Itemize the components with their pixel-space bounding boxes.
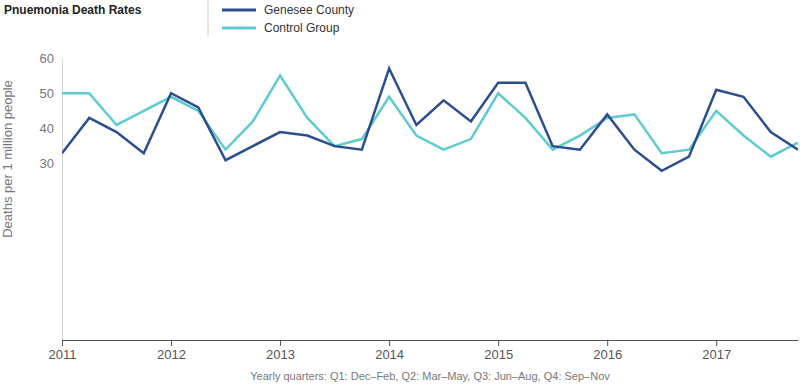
x-tick: 2011 [49,340,77,362]
x-tick: 2014 [375,340,404,362]
x-tick-mark [171,340,172,346]
x-tick-mark [280,340,281,346]
y-tick-label: 40 [40,121,54,136]
chart: Pnuemonia Death Rates Genesee County Contr… [0,0,800,386]
legend-swatch [222,9,256,12]
x-tick-mark [716,340,717,346]
y-tick-label: 30 [40,156,54,171]
x-tick-label: 2012 [157,347,186,362]
y-tick-label: 50 [40,86,54,101]
title: Pnuemonia Death Rates [4,3,142,17]
y-tick: 30 [40,156,62,171]
x-tick: 2016 [593,340,622,362]
y-axis-title: Deaths per 1 million people [0,80,15,238]
x-tick: 2015 [484,340,513,362]
y-tick: 50 [40,86,62,101]
legend-separator [208,0,209,36]
legend-label: Control Group [264,21,340,35]
x-tick-mark [62,340,63,346]
x-axis-title: Yearly quarters: Q1: Dec–Feb, Q2: Mar–Ma… [250,370,610,382]
x-tick-label: 2017 [702,347,731,362]
plot-area [62,69,798,171]
x-tick-label: 2013 [266,347,295,362]
x-tick-label: 2011 [49,347,77,362]
x-tick: 2013 [266,340,295,362]
x-axis: 2011 2012 2013 2014 2015 2016 2017 [49,340,799,362]
y-axis-line [62,59,63,341]
x-tick: 2017 [702,340,731,362]
x-tick: 2012 [157,340,186,362]
x-tick-label: 2014 [375,347,404,362]
y-tick-label: 60 [40,51,54,66]
x-axis-line [63,340,799,341]
series-line [62,69,798,171]
x-tick-mark [389,340,390,346]
legend-label: Genesee County [264,3,354,17]
y-tick: 40 [40,121,62,136]
y-tick: 60 [40,51,62,66]
x-tick-mark [498,340,499,346]
x-tick-mark [607,340,608,346]
series-line [62,76,798,157]
legend-swatch [222,27,256,30]
x-tick-label: 2015 [484,347,513,362]
y-axis: 30 40 50 60 [40,51,63,341]
x-tick-label: 2016 [593,347,622,362]
